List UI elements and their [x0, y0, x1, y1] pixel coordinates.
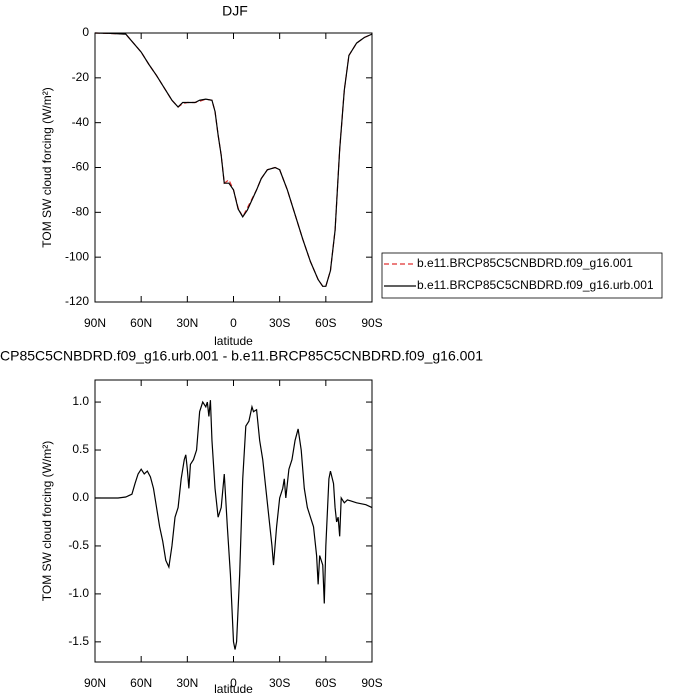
legend-label: b.e11.BRCP85C5CNBDRD.f09_g16.001: [417, 256, 633, 270]
x-tick-label: 30N: [176, 676, 198, 690]
chart-title: DJF: [222, 3, 248, 19]
data-line: [95, 400, 373, 650]
y-tick-label: -1.5: [68, 634, 89, 648]
y-tick-label: 0.5: [72, 442, 89, 456]
x-tick-label: 90S: [361, 676, 382, 690]
plot-frame: [94, 32, 373, 303]
legend-label: b.e11.BRCP85C5CNBDRD.f09_g16.urb.001: [417, 278, 654, 292]
y-axis-label: TOM SW cloud forcing (W/m²): [40, 87, 54, 247]
y-tick-label: 1.0: [72, 394, 89, 408]
data-line: [94, 32, 373, 287]
x-tick-label: 60N: [130, 676, 152, 690]
y-tick-label: -0.5: [68, 538, 89, 552]
chart-title: CP85C5CNBDRD.f09_g16.urb.001 - b.e11.BRC…: [0, 348, 483, 364]
x-tick-label: 60S: [315, 316, 336, 330]
plot-frame: [94, 379, 373, 663]
y-axis-label: TOM SW cloud forcing (W/m²): [40, 441, 54, 601]
y-tick-label: 0: [82, 25, 89, 39]
x-tick-label: 30N: [176, 316, 198, 330]
y-tick-label: -40: [72, 115, 90, 129]
x-tick-label: 90N: [84, 676, 106, 690]
data-line: [94, 32, 373, 287]
y-tick-label: -60: [72, 160, 90, 174]
y-tick-label: -80: [72, 205, 90, 219]
y-tick-label: -20: [72, 70, 90, 84]
x-axis-label: latitude: [214, 334, 253, 348]
y-tick-label: -1.0: [68, 586, 89, 600]
x-tick-label: 90N: [84, 316, 106, 330]
x-tick-label: 90S: [361, 316, 382, 330]
x-tick-label: 0: [230, 316, 237, 330]
x-axis-label: latitude: [214, 682, 253, 696]
y-tick-label: -120: [65, 294, 89, 308]
x-tick-label: 30S: [269, 316, 290, 330]
y-tick-label: -100: [65, 249, 89, 263]
x-tick-label: 60S: [315, 676, 336, 690]
y-tick-label: 0.0: [72, 490, 89, 504]
x-tick-label: 30S: [269, 676, 290, 690]
x-tick-label: 60N: [130, 316, 152, 330]
legend-box: [381, 252, 663, 299]
x-tick-label: 0: [230, 676, 237, 690]
